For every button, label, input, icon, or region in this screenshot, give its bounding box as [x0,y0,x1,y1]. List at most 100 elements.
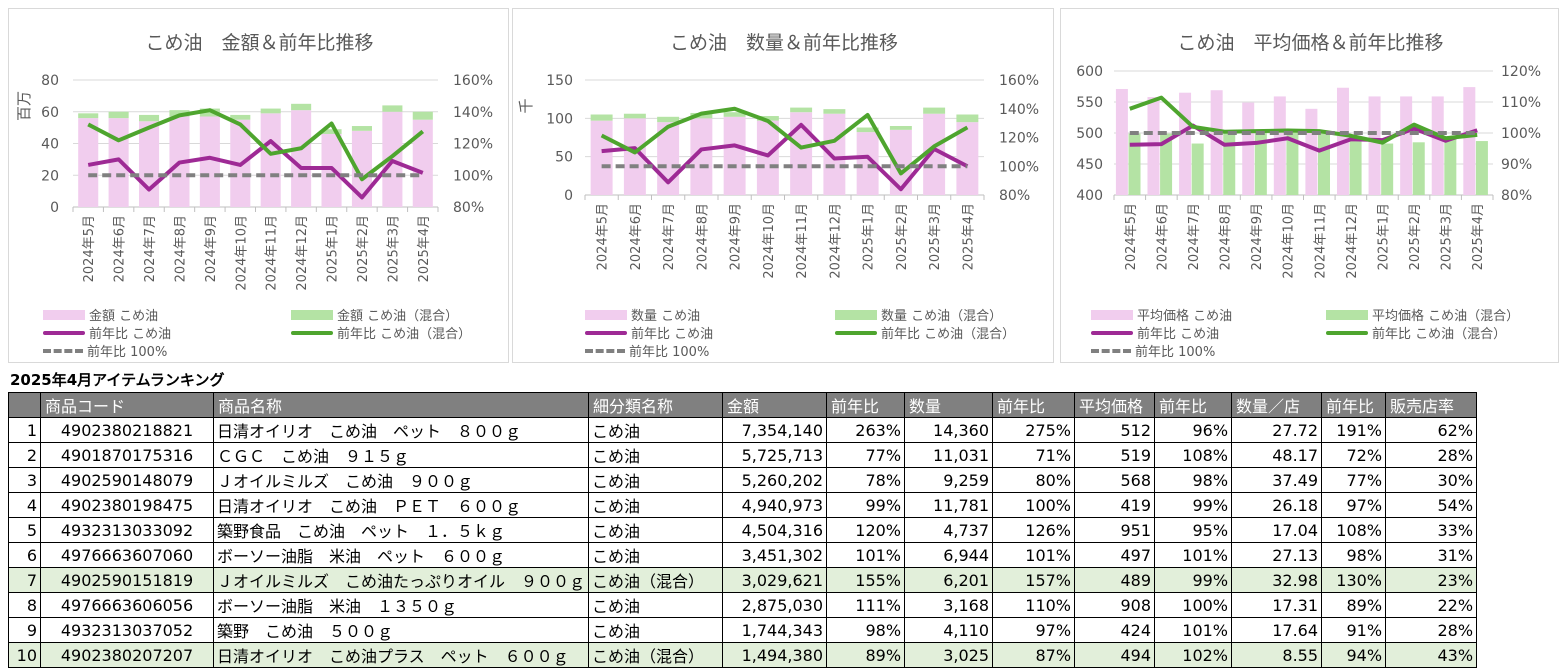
bar-mixed [590,114,613,121]
table-row: 3 4902590148079 Ｊオイルミルズ こめ油 ９００ｇ こめ油 5,260,2… [8,467,1478,493]
table-cell: 120% [826,517,906,543]
table-cell: 11,781 [904,492,994,518]
bar-komeabura [690,118,713,195]
legend-item: 前年比 こめ油 [43,323,171,342]
table-cell: 908 [1074,592,1156,618]
table-cell: 155% [826,567,906,593]
legend-item: 前年比 こめ油 [585,323,713,342]
table-cell: 102% [1154,642,1233,668]
y2-tick-label: 140% [453,105,493,121]
table-cell: 157% [992,567,1076,593]
x-tick-label: 2024年7月 [662,203,677,270]
bar-komeabura [923,113,946,195]
table-cell: 日清オイリオ こめ油 ＰＥＴ ６００ｇ [212,492,590,518]
table-cell: 4,110 [904,617,994,643]
legend-label: 前年比 こめ油（混合） [881,327,1016,342]
bar-komeabura [590,120,613,195]
quantity-chart: こめ油 数量＆前年比推移千 0 50 100 150 80% 100% 120% 140% 160… [512,8,1054,363]
table-row: 4 4902380198475 日清オイリオ こめ油 ＰＥＴ ６００ｇ こめ油 4,94… [8,492,1478,518]
x-tick-label: 2024年5月 [1124,203,1139,270]
chart-svg: こめ油 平均価格＆前年比推移 400 450 500 550 600 80% 90% 100% 1… [1076,32,1541,279]
table-cell: Ｊオイルミルズ こめ油たっぷりオイル ９００ｇ [212,567,590,593]
table-cell: 4,940,973 [722,492,828,518]
column-header: 販売店率 [1385,392,1478,418]
table-cell: 37.49 [1231,467,1323,493]
table-cell: 126% [992,517,1076,543]
y-tick-label: 500 [1076,126,1103,142]
y2-tick-label: 120% [453,137,493,153]
legend-item: 金額 こめ油（混合） [291,305,458,324]
table-cell: 4,504,316 [722,517,828,543]
y-tick-label: 450 [1076,157,1103,173]
bar-mixed [321,129,342,134]
table-cell: 4976663607060 [40,542,214,568]
table-cell: 33% [1385,517,1478,543]
table-cell: 101% [826,542,906,568]
table-cell: 26.18 [1231,492,1323,518]
table-row: 2 4901870175316 ＣＧＣ こめ油 ９１５ｇ こめ油 5,725,713 77… [8,442,1478,468]
table-cell: 6,944 [904,542,994,568]
legend-label: 前年比 こめ油 [89,327,172,342]
bar-mixed [78,113,99,119]
table-cell: ＣＧＣ こめ油 ９１５ｇ [212,442,590,468]
table-cell: 6,201 [904,567,994,593]
y2-tick-label: 90% [1501,157,1532,173]
y-axis-unit: 百万 [15,91,33,121]
table-cell: 4902380207207 [40,642,214,668]
column-header: 数量 [904,392,994,418]
legend-label: 平均価格 こめ油（混合） [1372,309,1520,324]
table-cell: 3,025 [904,642,994,668]
x-tick-label: 2024年9月 [729,203,744,270]
bar-mixed [1475,141,1488,195]
table-cell: 497 [1074,542,1156,568]
legend-item: 前年比 こめ油（混合） [1326,323,1506,342]
bar-mixed [1160,133,1173,195]
legend-item: 前年比 こめ油（混合） [835,323,1015,342]
bar-mixed [1191,143,1204,195]
legend-item: 前年比 100% [43,341,167,360]
table-cell: 4932313037052 [40,617,214,643]
table-cell: 99% [1154,567,1233,593]
y-tick-label: 0 [50,200,59,216]
bar-komeabura [756,120,779,195]
table-cell: 23% [1385,567,1478,593]
table-cell: こめ油（混合） [588,642,724,668]
x-tick-label: 2024年5月 [82,215,97,282]
x-tick-label: 2024年12月 [1345,203,1360,279]
table-cell: 110% [992,592,1076,618]
table-cell: 100% [992,492,1076,518]
legend-swatch [585,348,625,353]
ranking-table: 商品コード 商品名称 細分類名称 金額 前年比 数量 前年比 平均価格 前年比 数量／店 前年比 販売… [8,392,1478,668]
table-cell: 424 [1074,617,1156,643]
x-tick-label: 2024年8月 [695,203,710,270]
table-cell: 3 [8,467,41,493]
bar-komeabura [412,119,433,207]
table-cell: 80% [992,467,1076,493]
y-tick-label: 80 [41,73,59,89]
column-header: 数量／店 [1231,392,1323,418]
table-cell: 4902590148079 [40,467,214,493]
bar-komeabura [1210,90,1223,195]
bar-mixed [1223,133,1236,195]
table-cell: 94% [1321,642,1387,668]
y2-tick-label: 110% [1501,95,1541,111]
y2-tick-label: 160% [453,73,493,89]
legend-label: 金額 こめ油（混合） [337,309,459,324]
amount-chart: こめ油 金額＆前年比推移 百万 0 20 40 60 80 80% 100% 120% 140% 16… [8,8,509,363]
bar-mixed [169,110,190,117]
legend-swatch [1326,309,1368,320]
table-cell: 10 [8,642,41,668]
bar-komeabura [956,122,979,195]
legend-swatch [585,330,627,335]
chart-title: こめ油 数量＆前年比推移 [670,32,898,54]
line-yoy-komeabura [1129,123,1478,153]
table-cell: 130% [1321,567,1387,593]
table-cell: ボーソー油脂 米油 １３５０ｇ [212,592,590,618]
bar-mixed [657,116,680,123]
bar-mixed [1444,137,1457,195]
table-cell: 27.72 [1231,417,1323,443]
bar-mixed [139,114,160,122]
x-tick-label: 2025年4月 [417,215,432,282]
table-cell: 489 [1074,567,1156,593]
x-tick-label: 2025年1月 [1376,203,1391,270]
